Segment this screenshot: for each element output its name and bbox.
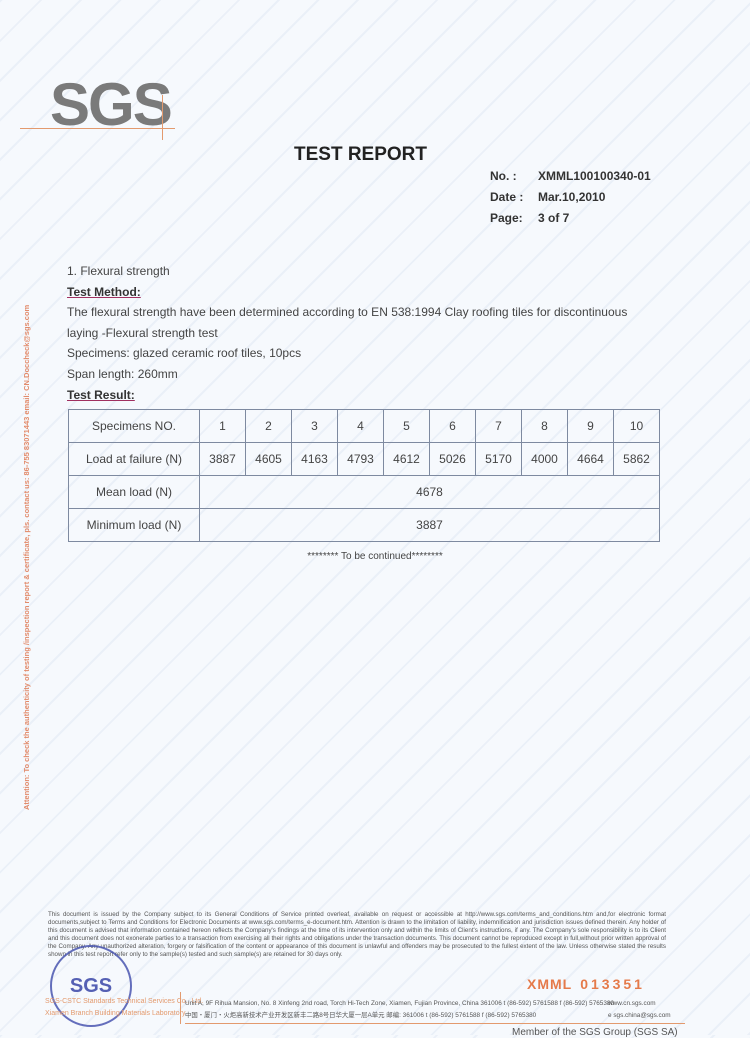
cell: 4605 <box>245 442 292 476</box>
row-header: Specimens NO. <box>68 409 200 443</box>
company-address: Unit A, 9F Rihua Mansion, No. 8 Xinfeng … <box>185 1000 615 1019</box>
logo-divider-vertical <box>162 95 163 140</box>
report-body: 1. Flexural strength Test Method: The fl… <box>67 261 627 405</box>
method-heading: Test Method: <box>67 284 141 299</box>
cell: 4000 <box>521 442 568 476</box>
cell: 10 <box>613 409 660 443</box>
cell: 2 <box>245 409 292 443</box>
table-row: Specimens NO. 1 2 3 4 5 6 7 8 9 10 <box>68 409 660 443</box>
continued-note: ******** To be continued******** <box>307 551 443 562</box>
row-header: Load at failure (N) <box>68 442 200 476</box>
report-page-number: Page: 3 of 7 <box>490 211 570 225</box>
row-header: Minimum load (N) <box>68 508 200 542</box>
mean-value: 4678 <box>199 475 660 509</box>
member-note: Member of the SGS Group (SGS SA) <box>512 1027 678 1038</box>
footer-divider <box>180 992 181 1024</box>
fine-print: This document is issued by the Company s… <box>48 911 666 959</box>
contact-web: www.cn.sgs.com e sgs.china@sgs.com <box>608 1000 671 1019</box>
span-text: Span length: 260mm <box>67 366 178 381</box>
method-text-2: laying -Flexural strength test <box>67 325 218 340</box>
row-header: Mean load (N) <box>68 475 200 509</box>
serial-number: XMML 013351 <box>527 976 645 992</box>
cell: 8 <box>521 409 568 443</box>
table-row: Minimum load (N) 3887 <box>68 508 660 542</box>
cell: 9 <box>567 409 614 443</box>
report-meta: No. : XMML100100340-01 Date : Mar.10,2010 … <box>490 166 651 229</box>
cell: 4664 <box>567 442 614 476</box>
page-title: TEST REPORT <box>294 144 428 165</box>
min-value: 3887 <box>199 508 660 542</box>
footer-rule <box>185 1023 685 1024</box>
cell: 6 <box>429 409 476 443</box>
sgs-logo: SGS <box>50 71 173 138</box>
table-row: Load at failure (N) 3887 4605 4163 4793 … <box>68 442 660 476</box>
cell: 3 <box>291 409 338 443</box>
cell: 4612 <box>383 442 430 476</box>
results-table: Specimens NO. 1 2 3 4 5 6 7 8 9 10 Load … <box>68 409 660 542</box>
cell: 1 <box>199 409 246 443</box>
sgs-stamp: SGS <box>50 945 132 1027</box>
cell: 4 <box>337 409 384 443</box>
table-row: Mean load (N) 4678 <box>68 475 660 509</box>
cell: 5 <box>383 409 430 443</box>
cell: 5026 <box>429 442 476 476</box>
cell: 7 <box>475 409 522 443</box>
result-heading: Test Result: <box>67 387 135 402</box>
method-text-1: The flexural strength have been determin… <box>67 305 628 320</box>
cell: 3887 <box>199 442 246 476</box>
cell: 5170 <box>475 442 522 476</box>
logo-divider <box>20 128 175 129</box>
report-number: No. : XMML100100340-01 <box>490 169 651 183</box>
cell: 5862 <box>613 442 660 476</box>
cell: 4163 <box>291 442 338 476</box>
specimens-text: Specimens: glazed ceramic roof tiles, 10… <box>67 346 302 361</box>
company-name: SGS-CSTC Standards Technical Services Co… <box>45 998 204 1017</box>
authenticity-note: Attention: To check the authenticity of … <box>22 304 31 810</box>
section-title: 1. Flexural strength <box>67 264 170 278</box>
cell: 4793 <box>337 442 384 476</box>
report-date: Date : Mar.10,2010 <box>490 190 606 204</box>
